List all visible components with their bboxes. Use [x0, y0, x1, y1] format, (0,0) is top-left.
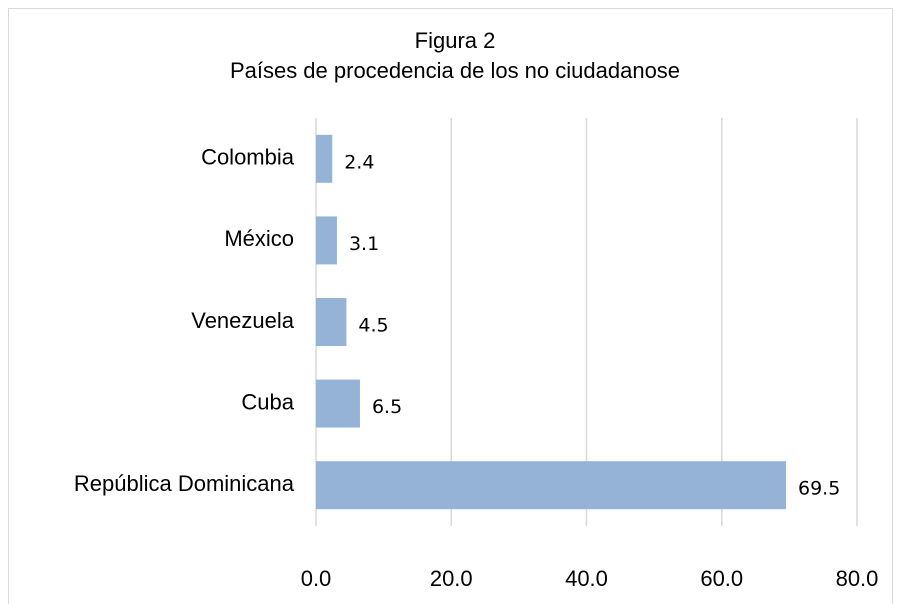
bar	[316, 216, 337, 265]
y-tick-label: Venezuela	[191, 308, 295, 333]
y-tick-label: Cuba	[241, 389, 294, 414]
x-tick-label: 80.0	[836, 566, 879, 591]
y-tick-label: Colombia	[201, 145, 295, 170]
bar	[316, 379, 360, 428]
data-label: 69.5	[798, 478, 840, 500]
bar	[316, 461, 786, 510]
x-tick-label: 40.0	[565, 566, 608, 591]
x-tick-label: 60.0	[700, 566, 743, 591]
bar	[316, 298, 347, 346]
chart-subtitle: Países de procedencia de los no ciudadan…	[230, 58, 680, 83]
chart-title: Figura 2	[415, 28, 496, 53]
x-tick-label: 20.0	[430, 566, 473, 591]
y-tick-label: República Dominicana	[74, 471, 295, 496]
chart-border	[8, 8, 893, 604]
data-label: 2.4	[344, 151, 374, 173]
data-label: 3.1	[349, 233, 379, 255]
data-label: 4.5	[358, 315, 388, 337]
y-tick-label: México	[224, 226, 294, 251]
data-label: 6.5	[372, 396, 402, 418]
x-tick-label: 0.0	[301, 566, 332, 591]
bar	[316, 134, 333, 183]
